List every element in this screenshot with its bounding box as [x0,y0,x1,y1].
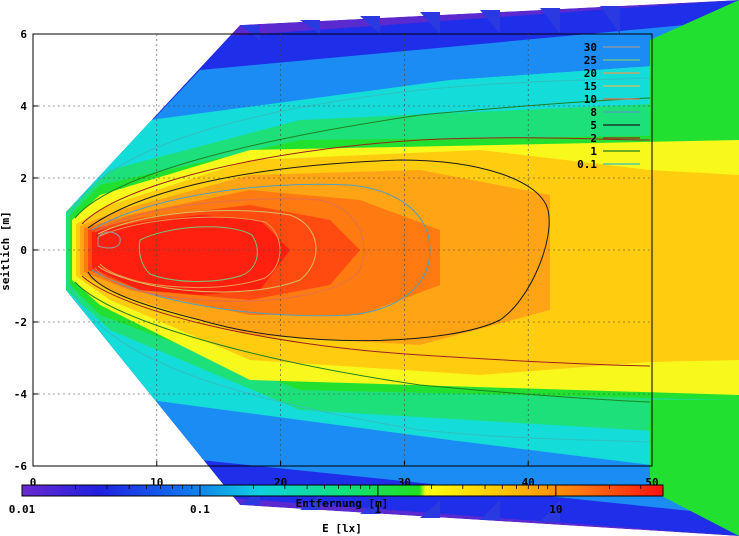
colorbar-tick-label: 10 [549,503,562,516]
contour-10 [94,198,365,302]
contour-25 [138,226,258,282]
colorbar-ticks: 0.01 0.1 1 10 [9,485,664,516]
contour-20 [99,216,281,289]
heat-band-right-green-bottom [650,400,739,536]
colorbar-tick-label: 0.1 [190,503,210,516]
y-tick-label: -6 [14,460,28,473]
heat-staircase-top [240,6,620,40]
y-axis-title: seitlich [m] [0,211,12,290]
y-tick-label: -2 [14,316,27,329]
y-tick-label: 2 [20,172,27,185]
contour-2 [81,137,651,367]
colorbar-tick-label: 1 [375,503,382,516]
grid [33,34,652,466]
legend-label: 0.1 [577,158,597,171]
contour-1 [74,97,651,403]
legend-label: 10 [584,93,597,106]
contour-5 [87,159,550,342]
colorbar-title: E [lx] [322,522,362,535]
contour-15 [97,210,317,293]
legend-label: 30 [584,41,597,54]
colorbar-tick-label: 0.01 [9,503,36,516]
legend-label: 5 [590,119,597,132]
x-axis-title: Entfernung [m] [296,497,389,510]
heat-band-right-green-top [650,0,739,140]
legend-label: 25 [584,54,597,67]
legend-label: 2 [590,132,597,145]
heat-staircase-bottom [240,490,560,522]
y-tick-label: 6 [20,28,27,41]
colorbar: 0.01 0.1 1 10 Entfernung [m] E [lx] [9,484,664,535]
y-axis: 6 4 2 0 -2 -4 -6 [14,28,38,473]
legend-label: 8 [590,106,597,119]
y-tick-label: 0 [20,244,27,257]
heatmap-area [66,0,739,536]
contour-0.1 [69,77,651,443]
y-tick-label: -4 [14,388,28,401]
contour-30 [97,231,121,249]
legend-label: 1 [590,145,597,158]
legend-label: 20 [584,67,597,80]
x-tick-label: 0 [30,476,37,489]
y-tick-label: 4 [20,100,27,113]
heat-band-red [92,215,290,295]
legend-label: 15 [584,80,597,93]
colorbar-gradient [21,484,664,497]
